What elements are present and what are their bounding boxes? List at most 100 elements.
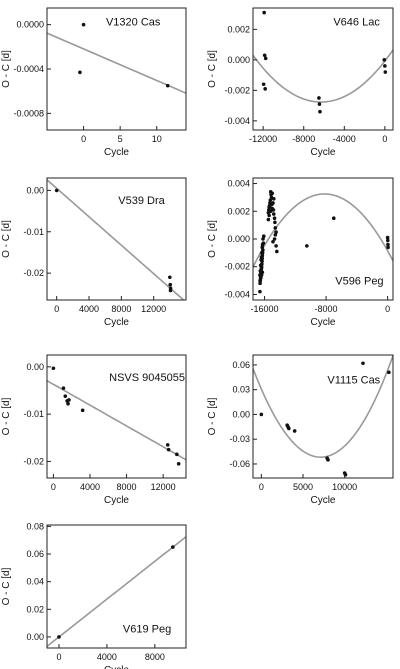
data-point bbox=[272, 216, 277, 220]
panel-title: V619 Peg bbox=[123, 623, 171, 635]
y-tick-label: 0.000 bbox=[227, 234, 250, 244]
y-tick-label: -0.002 bbox=[224, 262, 250, 272]
data-point bbox=[385, 235, 390, 240]
data-point bbox=[326, 458, 330, 462]
data-point bbox=[292, 429, 297, 433]
data-point bbox=[386, 242, 390, 247]
data-point bbox=[263, 87, 267, 91]
y-axis-label: O - C [d] bbox=[207, 50, 218, 88]
data-point bbox=[260, 251, 264, 255]
data-point bbox=[168, 288, 173, 293]
panel-title: NSVS 9045055 bbox=[109, 372, 185, 384]
plot-frame bbox=[46, 524, 187, 649]
data-point bbox=[383, 70, 388, 74]
x-axis-label: Cycle bbox=[104, 495, 129, 506]
y-tick-label: -0.02 bbox=[23, 456, 44, 466]
x-tick-label: 0 bbox=[54, 304, 59, 314]
data-point bbox=[261, 234, 266, 239]
x-tick-label: -8000 bbox=[292, 134, 315, 144]
x-tick-label: -4000 bbox=[333, 134, 356, 144]
data-point bbox=[81, 22, 86, 27]
data-point bbox=[382, 58, 387, 62]
y-tick-label: -0.02 bbox=[23, 268, 44, 278]
data-point bbox=[305, 244, 309, 248]
panel-title: V1320 Cas bbox=[106, 16, 161, 28]
data-point bbox=[273, 233, 278, 237]
panel-title: V646 Lac bbox=[333, 16, 380, 28]
y-tick-label: 0.004 bbox=[227, 179, 250, 189]
fit-line bbox=[253, 193, 393, 268]
y-tick-label: 0.06 bbox=[26, 549, 44, 559]
data-point bbox=[317, 102, 322, 106]
data-point bbox=[171, 545, 175, 549]
data-point bbox=[271, 239, 275, 244]
y-tick-label: 0.002 bbox=[227, 24, 250, 34]
x-tick-label: 12000 bbox=[151, 482, 176, 492]
data-point bbox=[261, 237, 265, 241]
y-tick-label: -0.0008 bbox=[13, 108, 44, 118]
fit-line bbox=[253, 49, 393, 103]
chart-panel-3: 0 4000 8000 12000 0.00 -0.01 -0.02 Cycle O - C [… bbox=[1, 177, 187, 328]
panel-title: V596 Peg bbox=[335, 275, 383, 287]
data-point bbox=[67, 398, 71, 402]
data-point bbox=[168, 282, 173, 287]
x-axis-label: Cycle bbox=[104, 317, 129, 328]
plot-frame bbox=[46, 354, 187, 479]
data-point bbox=[259, 258, 263, 262]
data-point bbox=[262, 53, 267, 58]
y-axis-label: O - C [d] bbox=[1, 220, 12, 258]
x-tick-label: -8000 bbox=[315, 304, 338, 314]
chart-panel-7: 0 4000 8000 0.08 0.06 0.04 0.02 0.00 Cycle O - C … bbox=[1, 521, 187, 669]
y-tick-label: 0.00 bbox=[232, 409, 250, 419]
plot-frame bbox=[252, 354, 394, 479]
y-tick-label: 0.08 bbox=[26, 521, 44, 531]
data-point bbox=[273, 226, 278, 230]
x-tick-label: 12000 bbox=[141, 304, 166, 314]
y-axis-label: O - C [d] bbox=[1, 567, 12, 605]
fit-line bbox=[47, 536, 186, 648]
y-tick-label: 0.000 bbox=[227, 55, 250, 65]
data-point bbox=[176, 462, 181, 466]
x-tick-label: 0 bbox=[382, 134, 387, 144]
fit-line bbox=[47, 32, 186, 94]
chart-panel-1: 0 5 10 0.0000 -0.0004 -0.0008 Cycle O - C [d] V1… bbox=[1, 7, 187, 158]
data-point bbox=[387, 370, 391, 375]
x-tick-label: -16000 bbox=[251, 304, 279, 314]
x-axis-label: Cycle bbox=[310, 317, 335, 328]
chart-panel-5: 0 4000 8000 12000 0.00 -0.01 -0.02 Cycle O - C [… bbox=[1, 354, 187, 506]
y-axis-label: O - C [d] bbox=[1, 397, 12, 435]
data-point bbox=[261, 241, 266, 245]
y-tick-label: 0.00 bbox=[26, 185, 44, 195]
x-tick-label: 4000 bbox=[79, 304, 99, 314]
data-point bbox=[61, 386, 66, 390]
data-point bbox=[275, 249, 279, 254]
data-point bbox=[166, 447, 171, 452]
data-point bbox=[258, 281, 262, 286]
data-point bbox=[317, 96, 321, 100]
data-point bbox=[78, 70, 82, 75]
y-tick-label: -0.0004 bbox=[13, 64, 44, 74]
data-point bbox=[268, 209, 273, 214]
data-point bbox=[274, 244, 278, 248]
data-point bbox=[259, 412, 264, 417]
x-axis-label: Cycle bbox=[310, 495, 335, 506]
chart-panel-6: 0 5000 10000 0.06 0.03 0.00 -0.03 -0.06 Cycle O -… bbox=[207, 354, 394, 506]
data-point bbox=[266, 217, 271, 222]
data-point bbox=[259, 255, 264, 259]
y-tick-label: -0.01 bbox=[23, 227, 44, 237]
y-tick-label: -0.004 bbox=[224, 289, 250, 299]
y-tick-label: 0.0000 bbox=[16, 20, 44, 30]
x-tick-label: 8000 bbox=[111, 304, 131, 314]
chart-panel-4: -16000 -8000 0 0.004 0.002 0.000 -0.002 -0.004 C… bbox=[207, 177, 394, 328]
data-point bbox=[80, 408, 85, 413]
data-point bbox=[268, 205, 272, 209]
y-tick-label: 0.02 bbox=[26, 604, 44, 614]
x-tick-label: 5000 bbox=[293, 482, 313, 492]
y-tick-label: -0.01 bbox=[23, 409, 44, 419]
x-tick-label: 0 bbox=[385, 304, 390, 314]
x-axis-label: Cycle bbox=[104, 665, 129, 669]
data-point bbox=[267, 213, 271, 218]
y-tick-label: -0.03 bbox=[229, 434, 250, 444]
data-point bbox=[168, 275, 172, 280]
y-axis-label: O - C [d] bbox=[207, 220, 218, 258]
